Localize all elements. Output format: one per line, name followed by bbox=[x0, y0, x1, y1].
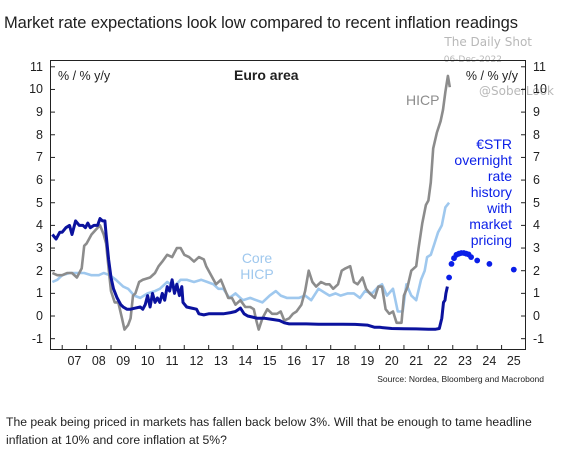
pricing-point bbox=[446, 274, 452, 281]
x-tick-label: 09 bbox=[116, 354, 131, 368]
y-tick-label-right: 5 bbox=[533, 195, 540, 210]
label-core-hicp-line: HICP bbox=[240, 266, 273, 282]
x-tick-label: 19 bbox=[360, 354, 375, 368]
source-note: Source: Nordea, Bloomberg and Macrobond bbox=[377, 374, 544, 384]
x-tick-label: 14 bbox=[238, 354, 253, 368]
label-estr-line: market bbox=[469, 216, 512, 232]
x-tick-label: 07 bbox=[67, 354, 82, 368]
label-estr-line: pricing bbox=[471, 232, 512, 248]
label-core-hicp-line: Core bbox=[242, 250, 273, 266]
x-tick-label: 11 bbox=[165, 354, 179, 368]
y-tick-label-right: 2 bbox=[533, 263, 540, 278]
pricing-point bbox=[474, 257, 481, 264]
x-tick-label: 21 bbox=[409, 354, 424, 368]
x-tick-label: 20 bbox=[384, 354, 399, 368]
x-tick-label: 23 bbox=[458, 354, 472, 368]
x-tick-label: 10 bbox=[140, 354, 155, 368]
y-tick-label-right: -1 bbox=[533, 331, 545, 346]
watermark-site: The Daily Shot bbox=[444, 35, 532, 49]
watermark-handle: @SoberLook bbox=[479, 84, 554, 98]
label-estr-line: with bbox=[486, 200, 512, 216]
y-tick-label-left: 3 bbox=[36, 241, 43, 256]
x-tick-label: 16 bbox=[287, 354, 302, 368]
x-tick-label: 08 bbox=[91, 354, 106, 368]
x-tick-label: 17 bbox=[311, 354, 326, 368]
y-tick-label-right: 6 bbox=[533, 173, 540, 188]
x-tick-label: 13 bbox=[213, 354, 228, 368]
y-tick-label-left: 11 bbox=[30, 59, 43, 74]
chart-area: % / % y/y% / % y/y Euro area HICP Core HICP €… bbox=[29, 60, 547, 368]
chart-headline: Market rate expectations look low compar… bbox=[4, 14, 518, 32]
label-estr-line: €STR bbox=[476, 136, 512, 152]
x-tick-label: 24 bbox=[482, 354, 497, 368]
right-axis-label: % / % y/y bbox=[466, 69, 519, 83]
x-tick-label: 22 bbox=[433, 354, 448, 368]
y-tick-label-right: 3 bbox=[533, 241, 540, 256]
label-estr-line: rate bbox=[488, 168, 512, 184]
y-tick-label-left: 8 bbox=[36, 127, 43, 142]
label-estr-line: history bbox=[471, 184, 512, 200]
y-tick-label-left: -1 bbox=[31, 331, 43, 346]
y-tick-label-left: 7 bbox=[36, 150, 43, 165]
left-axis-label: % / % y/y bbox=[58, 69, 111, 83]
y-tick-label-right: 10 bbox=[533, 82, 547, 97]
y-tick-label-right: 7 bbox=[533, 150, 540, 165]
y-tick-label-left: 5 bbox=[36, 195, 43, 210]
series-estr-history bbox=[51, 217, 449, 331]
y-tick-label-right: 1 bbox=[533, 286, 540, 301]
y-tick-label-right: 4 bbox=[533, 218, 540, 233]
label-hicp: HICP bbox=[406, 92, 439, 108]
label-estr-line: overnight bbox=[454, 152, 512, 168]
footer-commentary: The peak being priced in markets has fal… bbox=[6, 415, 532, 447]
y-tick-label-left: 10 bbox=[29, 82, 43, 97]
y-tick-label-left: 0 bbox=[36, 309, 43, 324]
y-tick-label-left: 9 bbox=[36, 105, 43, 120]
pricing-point bbox=[510, 266, 517, 273]
y-tick-label-left: 4 bbox=[36, 218, 43, 233]
y-tick-label-left: 2 bbox=[36, 263, 43, 278]
y-tick-label-left: 1 bbox=[36, 286, 43, 301]
plot-frame bbox=[50, 60, 526, 350]
chart-title: Euro area bbox=[234, 67, 299, 83]
pricing-point bbox=[486, 261, 493, 267]
pricing-point bbox=[468, 254, 474, 260]
x-tick-label: 25 bbox=[506, 354, 521, 368]
y-tick-label-right: 9 bbox=[533, 105, 540, 120]
y-tick-label-right: 0 bbox=[533, 309, 540, 324]
x-tick-label: 12 bbox=[189, 354, 204, 368]
x-tick-label: 18 bbox=[335, 354, 350, 368]
x-tick-label: 15 bbox=[262, 354, 277, 368]
pricing-point bbox=[448, 261, 455, 267]
y-tick-label-right: 11 bbox=[533, 59, 546, 74]
y-tick-label-right: 8 bbox=[533, 127, 540, 142]
y-tick-label-left: 6 bbox=[36, 173, 43, 188]
